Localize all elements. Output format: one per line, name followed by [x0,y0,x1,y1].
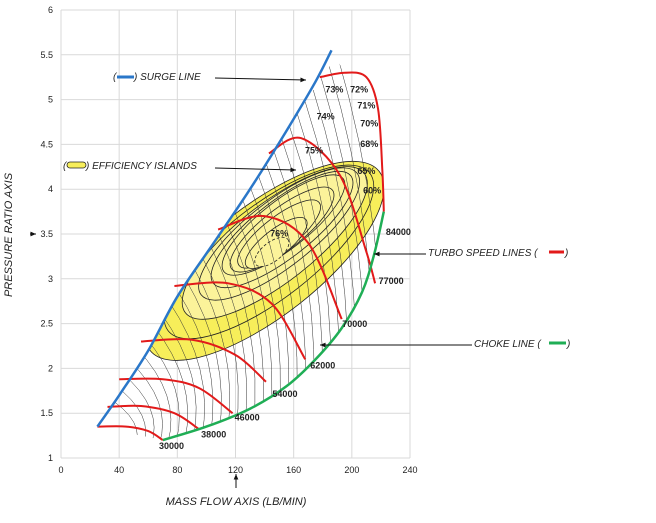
speed-line [119,377,234,414]
speed-label: 46000 [235,412,260,422]
callout-arrowhead [300,77,306,83]
efficiency-islands [144,160,384,361]
y-tick-label: 6 [48,5,53,15]
legend-paren: ) [566,339,570,350]
y-tick-label: 3 [48,274,53,284]
efficiency-label: 68% [360,139,378,149]
efficiency-label: 65% [357,166,375,176]
y-tick-label: 4 [48,184,53,194]
speed-label: 62000 [310,360,335,370]
y-tick-label: 1 [48,453,53,463]
callout-arrowhead [320,342,326,348]
annotations: ( ) SURGE LINE ( ) EFFICIENCY ISLANDS TURBO … [30,72,570,488]
speed-line [140,338,267,383]
callout-arrowhead [233,474,239,480]
speed-label: 84000 [386,227,411,237]
y-tick-label: 3.5 [40,229,53,239]
islands-legend-swatch [66,161,87,169]
speed-line [268,136,377,284]
speed-lines [97,71,385,441]
callout-arrowhead [290,167,296,173]
y-tick-label: 1.5 [40,408,53,418]
y-axis-title: PRESSURE RATIO AXIS [3,172,15,297]
speed-label: 30000 [159,441,184,451]
speed-lines-callout: TURBO SPEED LINES ( [428,248,539,259]
x-tick-label: 0 [58,465,63,475]
flow-line [200,254,239,431]
speed-line [97,425,164,441]
speed-line [174,281,307,360]
choke-line-callout: CHOKE LINE ( [474,339,542,350]
chart-labels: 73% 72% 74% 71% 70% 75% 68% 65% 60% 76% 30000 38000… [159,84,411,451]
legend-paren: ( [63,161,68,172]
x-tick-label: 80 [172,465,182,475]
efficiency-label: 60% [363,186,381,196]
choke-line [162,211,386,442]
x-axis-title: MASS FLOW AXIS (LB/MIN) [166,496,307,508]
efficiency-label: 71% [357,101,375,111]
speed-line [107,404,200,431]
speed-line [217,214,343,320]
y-tick-label: 2.5 [40,319,53,329]
x-tick-label: 120 [228,465,243,475]
flow-line [104,395,138,441]
y-tick-label: 5.5 [40,50,53,60]
flow-line [176,289,214,436]
legend-paren: ) [564,248,568,259]
efficiency-label: 75% [305,145,323,155]
flow-line [144,336,180,441]
speed-label: 77000 [379,276,404,286]
y-tick-label: 4.5 [40,139,53,149]
callout-arrow [214,77,307,81]
flow-line [136,348,172,441]
efficiency-label: 70% [360,118,378,128]
efficiency-label: 73% [325,84,343,94]
callout-arrow [214,167,297,171]
y-tick-label: 2 [48,363,53,373]
flow-line [208,242,247,429]
surge-line-callout: ) SURGE LINE [133,72,201,83]
flow-line [168,301,205,437]
legend-paren: ( [113,72,118,83]
efficiency-label: 74% [317,111,335,121]
callout-arrowhead [374,251,380,257]
speed-line [319,71,385,212]
efficiency-label: 76% [270,229,288,239]
boundary-lines [96,49,386,442]
x-tick-label: 200 [344,465,359,475]
speed-label: 70000 [342,319,367,329]
x-tick-label: 40 [114,465,124,475]
efficiency-label: 72% [350,84,368,94]
callout-arrowhead [30,231,36,237]
x-tick-label: 240 [402,465,417,475]
flow-line [184,277,222,434]
speed-label: 54000 [272,389,297,399]
speed-label: 38000 [201,429,226,439]
x-tick-label: 160 [286,465,301,475]
y-tick-label: 5 [48,95,53,105]
flow-line [160,312,197,439]
flow-line [216,230,256,428]
efficiency-islands-callout: ) EFFICIENCY ISLANDS [85,161,197,172]
surge-line [96,49,333,428]
